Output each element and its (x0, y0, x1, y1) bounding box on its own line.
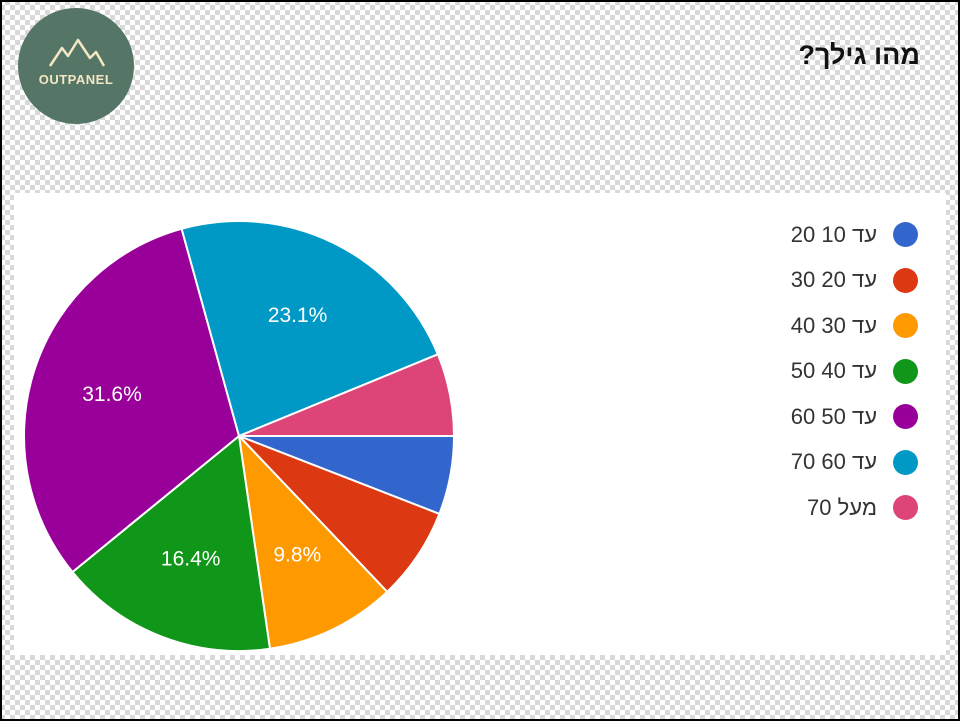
legend-label: עד 60 70 (790, 449, 877, 474)
legend-item-3: עד 30 40 (790, 312, 918, 338)
legend-item-5: עד 50 60 (790, 403, 918, 429)
legend-swatch (893, 495, 918, 520)
legend-label: מעל 70 (807, 494, 877, 520)
legend-swatch (893, 267, 918, 293)
legend-item-6: עד 60 70 (790, 449, 918, 475)
slice-label-4: 16.4% (161, 548, 221, 571)
chart-panel: 9.8% 16.4% 31.6% 23.1% עד 10 20 עד 20 30 עד 3… (14, 193, 946, 655)
legend-item-2: עד 20 30 (790, 267, 918, 293)
pie-chart: 9.8% 16.4% 31.6% 23.1% (23, 220, 456, 652)
legend-label: עד 30 40 (790, 312, 877, 338)
pie-slice-4 (71, 434, 272, 652)
pie-slice-5 (23, 227, 241, 574)
slice-label-6: 23.1% (268, 304, 328, 327)
mountain-icon (48, 38, 106, 67)
outpanel-logo: OUTPANEL (18, 8, 134, 124)
legend-item-1: עד 10 20 (790, 221, 918, 247)
logo-text: OUTPANEL (38, 72, 114, 87)
legend-swatch (893, 358, 918, 384)
legend-label: עד 10 20 (790, 221, 877, 247)
legend-item-4: עד 40 50 (790, 358, 918, 384)
legend-label: עד 20 30 (790, 267, 877, 292)
legend-item-7: מעל 70 (791, 494, 918, 520)
legend-label: עד 40 50 (790, 358, 877, 383)
legend-label: עד 50 60 (790, 403, 877, 429)
pie-slice-7 (238, 353, 456, 437)
legend-swatch (893, 222, 918, 247)
pie-slice-3 (237, 433, 389, 650)
legend-swatch (893, 449, 918, 475)
page-title: מהו גילך? (798, 40, 920, 70)
legend-swatch (893, 404, 918, 429)
legend-swatch (893, 313, 918, 338)
slice-label-5: 31.6% (82, 383, 142, 406)
chart-legend: עד 10 20 עד 20 30 עד 30 40 עד 40 50 עד 50 60… (790, 221, 918, 542)
pie-slice-6 (180, 220, 440, 438)
slice-label-3: 9.8% (273, 543, 321, 566)
